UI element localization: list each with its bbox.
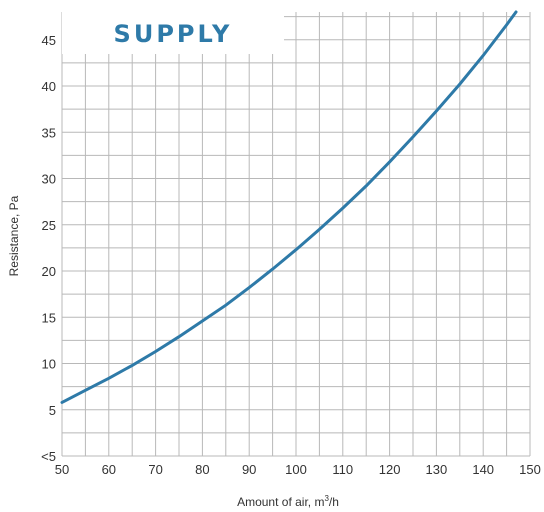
x-tick-label: 130 xyxy=(426,462,448,477)
y-tick-label: 15 xyxy=(42,310,56,325)
x-tick-label: 120 xyxy=(379,462,401,477)
x-axis-label: Amount of air, m3/h xyxy=(237,494,339,509)
x-tick-label: 80 xyxy=(195,462,209,477)
y-tick-label: <5 xyxy=(41,449,56,464)
x-tick-label: 150 xyxy=(519,462,541,477)
x-tick-label: 70 xyxy=(148,462,162,477)
x-tick-label: 100 xyxy=(285,462,307,477)
y-tick-label: 5 xyxy=(49,403,56,418)
x-tick-label: 50 xyxy=(55,462,69,477)
x-axis-label-main: Amount of air, m xyxy=(237,495,324,509)
title-box xyxy=(62,12,284,54)
y-tick-label: 10 xyxy=(42,357,56,372)
y-tick-label: 35 xyxy=(42,125,56,140)
x-tick-label: 90 xyxy=(242,462,256,477)
y-tick-label: 30 xyxy=(42,172,56,187)
x-axis-label-sup: 3 xyxy=(324,494,329,503)
y-tick-label: 40 xyxy=(42,79,56,94)
grid-lines xyxy=(61,12,531,457)
x-tick-label: 140 xyxy=(472,462,494,477)
series-line xyxy=(60,10,518,404)
y-tick-labels: <5 5 10 15 20 25 30 35 40 45 xyxy=(41,33,56,464)
x-tick-labels: 50 60 70 80 90 100 110 120 130 140 150 xyxy=(55,462,541,477)
y-tick-label: 45 xyxy=(42,33,56,48)
x-axis-label-suffix: /h xyxy=(329,495,339,509)
y-axis-label: Resistance, Pa xyxy=(7,195,21,276)
x-tick-label: 110 xyxy=(332,462,353,477)
chart-title: SUPPLY xyxy=(114,20,233,48)
x-tick-label: 60 xyxy=(102,462,116,477)
y-tick-label: 25 xyxy=(42,218,56,233)
y-tick-label: 20 xyxy=(42,264,56,279)
